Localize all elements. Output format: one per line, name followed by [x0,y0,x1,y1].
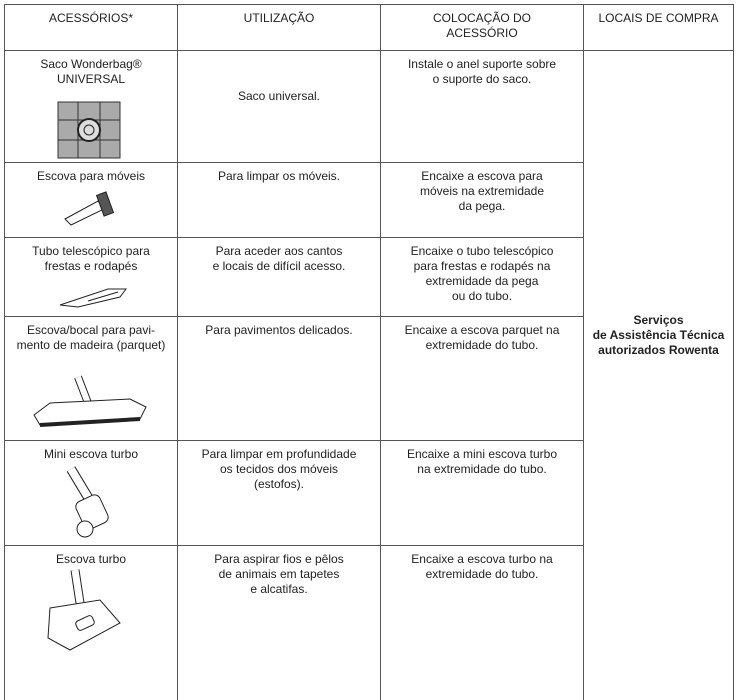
table-cell: Para pavimentos delicados. [177,316,380,440]
table-cell: Para limpar em profundidade os tecidos d… [177,440,380,545]
header-cell: LOCAIS DE COMPRA [583,4,734,50]
header-cell: UTILIZAÇÃO [177,4,380,50]
table-cell: Para aspirar fios e pêlos de animais em … [177,545,380,700]
accessory-icon [40,568,130,658]
table-cell: Escova turbo [4,545,177,700]
location-cell: Serviços de Assistência Técnica autoriza… [583,50,734,700]
header-cell: ACESSÓRIOS* [4,4,177,50]
table-cell: Encaixe a escova turbo na extremidade do… [380,545,583,700]
header-cell: COLOCAÇÃO DO ACESSÓRIO [380,4,583,50]
table-cell: Para limpar os móveis. [177,162,380,237]
table-cell: Para aceder aos cantos e locais de difíc… [177,237,380,316]
table-cell: Encaixe o tubo telescópico para frestas … [380,237,583,316]
accessory-icon [65,465,115,545]
table-cell: Saco Wonderbag® UNIVERSAL [4,50,177,162]
table-cell: Escova para móveis [4,162,177,237]
table-cell: Instale o anel suporte sobre o suporte d… [380,50,583,162]
accessory-icon [56,100,122,165]
accessory-icon [30,375,150,435]
table-cell: Tubo telescópico para frestas e rodapés [4,237,177,316]
accessory-icon [60,187,120,232]
table-cell: Escova/bocal para pavi- mento de madeira… [4,316,177,440]
page: {"table":{"header":["ACESSÓRIOS*","UTILI… [4,4,734,700]
accessory-icon [58,285,128,315]
table-cell: Saco universal. [177,50,380,162]
table-cell: Encaixe a escova parquet na extremidade … [380,316,583,440]
table-cell: Encaixe a escova para móveis na extremid… [380,162,583,237]
table-cell: Encaixe a mini escova turbo na extremida… [380,440,583,545]
table-cell: Mini escova turbo [4,440,177,545]
